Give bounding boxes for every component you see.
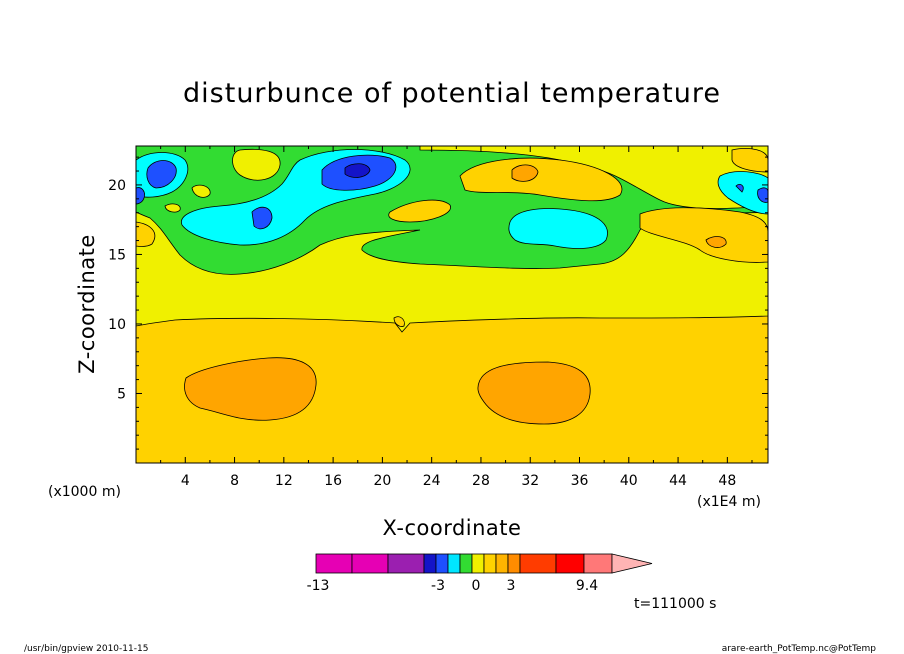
level-fill-0-to-1-pocket bbox=[191, 184, 211, 198]
contour-field bbox=[136, 146, 768, 463]
plot-frame bbox=[135, 145, 769, 464]
y-axis-title: Z-coordinate bbox=[75, 234, 99, 374]
level-fill-minus-1-to-0 bbox=[717, 171, 768, 215]
colorbar-tick-label: 0 bbox=[472, 578, 481, 594]
y-tick-label: 20 bbox=[108, 178, 126, 194]
level-fill-1-to-2-pocket bbox=[136, 221, 156, 247]
level-fill-minus-1-to-0 bbox=[508, 208, 608, 249]
colorbar-swatch bbox=[459, 553, 473, 574]
colorbar-min-label: -13 bbox=[307, 578, 330, 594]
colorbar-swatch bbox=[471, 553, 485, 574]
level-fill-minus-2-to-minus-1 bbox=[251, 206, 273, 230]
x-tick-label: 20 bbox=[373, 473, 391, 489]
y-tick-label: 10 bbox=[108, 317, 126, 333]
x-tick-label: 24 bbox=[423, 473, 441, 489]
level-fill-2-to-3-pocket bbox=[705, 236, 727, 248]
level-fill-1-to-2-islet bbox=[393, 316, 405, 327]
x-tick-label: 16 bbox=[324, 473, 342, 489]
level-fill-2-to-3-pocket bbox=[511, 164, 539, 182]
chart-title: disturbunce of potential temperature bbox=[183, 78, 721, 109]
colorbar-swatch bbox=[495, 553, 509, 574]
colorbar-swatch bbox=[483, 553, 497, 574]
colorbar-swatch bbox=[387, 553, 425, 574]
level-fill-1-to-2-pocket bbox=[731, 148, 768, 173]
level-fill-minus-2-to-minus-1 bbox=[136, 187, 145, 205]
x-unit-label: (x1E4 m) bbox=[697, 494, 761, 510]
colorbar-swatch bbox=[315, 553, 353, 574]
level-fill-0-to-1-pocket bbox=[419, 146, 768, 209]
y-axis: 5 10 15 20 bbox=[108, 156, 768, 450]
colorbar-swatch bbox=[351, 553, 389, 574]
x-tick-label: 44 bbox=[669, 473, 687, 489]
level-fill-0-to-1-pocket bbox=[164, 203, 181, 213]
time-label: t=111000 s bbox=[634, 596, 716, 612]
y-unit-label: (x1000 m) bbox=[48, 484, 121, 500]
colorbar-tick-label: -3 bbox=[431, 578, 445, 594]
colorbar-max-label: 9.4 bbox=[576, 578, 598, 594]
x-tick-label: 8 bbox=[230, 473, 239, 489]
footer-right: arare-earth_PotTemp.nc@PotTemp bbox=[722, 644, 877, 654]
colorbar-swatch bbox=[555, 553, 585, 574]
colorbar-swatch bbox=[447, 553, 461, 574]
level-fill-0-to-1-pocket bbox=[232, 148, 281, 181]
colorbar-tick-label: 3 bbox=[507, 578, 516, 594]
colorbar-arrow bbox=[611, 553, 653, 574]
x-tick-label: 28 bbox=[472, 473, 490, 489]
colorbar bbox=[315, 553, 653, 574]
level-fill-minus-2-to-minus-1 bbox=[735, 184, 744, 193]
x-tick-label: 40 bbox=[620, 473, 638, 489]
x-tick-label: 36 bbox=[571, 473, 589, 489]
colorbar-swatch bbox=[583, 553, 613, 574]
x-axis: 4 8 12 16 20 24 28 32 36 40 44 48 bbox=[160, 146, 753, 489]
x-tick-label: 4 bbox=[181, 473, 190, 489]
level-fill-1-to-2-pocket bbox=[459, 157, 623, 202]
level-fill-minus-2-to-minus-1 bbox=[146, 160, 177, 189]
x-tick-label: 12 bbox=[275, 473, 293, 489]
colorbar-swatch bbox=[423, 553, 437, 574]
x-tick-label: 48 bbox=[718, 473, 736, 489]
x-axis-title: X-coordinate bbox=[383, 516, 522, 540]
level-fill-1-to-2-pocket bbox=[639, 207, 768, 263]
colorbar-swatch bbox=[435, 553, 449, 574]
colorbar-swatch bbox=[507, 553, 521, 574]
level-fill-2-to-3-blob bbox=[477, 361, 591, 425]
level-fill-2-to-3-blob bbox=[184, 357, 317, 421]
level-fill-below-minus-2 bbox=[344, 163, 371, 178]
y-tick-label: 15 bbox=[108, 247, 126, 263]
footer-left: /usr/bin/gpview 2010-11-15 bbox=[24, 644, 148, 654]
y-tick-label: 5 bbox=[117, 386, 126, 402]
x-tick-label: 32 bbox=[521, 473, 539, 489]
colorbar-swatch bbox=[519, 553, 557, 574]
level-fill-1-to-2-pocket bbox=[388, 199, 451, 223]
